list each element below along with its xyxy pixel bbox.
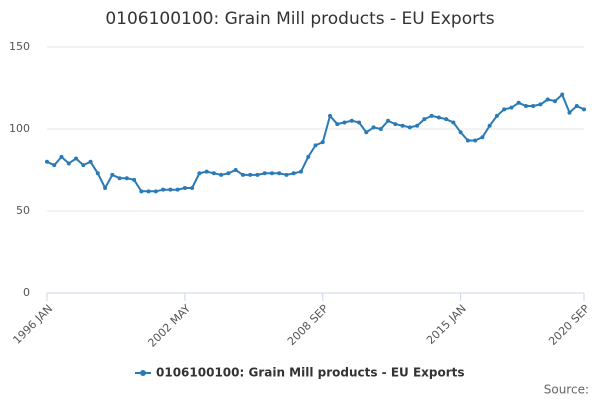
point: [357, 120, 362, 125]
point: [487, 123, 492, 128]
point: [45, 159, 49, 164]
point: [204, 169, 209, 174]
point: [552, 99, 557, 104]
legend-label: 0106100100: Grain Mill products - EU Exp…: [156, 366, 465, 380]
point: [480, 135, 485, 140]
point: [560, 92, 565, 97]
point: [66, 161, 71, 166]
point: [313, 143, 318, 148]
point: [95, 171, 100, 176]
point: [211, 171, 216, 176]
point: [139, 189, 144, 194]
point: [298, 169, 303, 174]
point: [226, 171, 231, 176]
point: [59, 154, 64, 159]
point: [182, 186, 187, 191]
point: [494, 113, 499, 118]
point: [371, 125, 376, 130]
point: [531, 104, 536, 109]
point: [393, 122, 398, 127]
point: [132, 177, 137, 182]
point: [240, 172, 245, 177]
point: [146, 189, 151, 194]
x-tick-label: 2020 SEP: [546, 302, 592, 348]
point: [545, 97, 550, 102]
point: [284, 172, 289, 177]
point: [52, 163, 57, 168]
point: [168, 187, 173, 192]
point: [81, 163, 86, 168]
point: [103, 186, 108, 191]
point: [161, 187, 166, 192]
point: [291, 171, 296, 176]
point: [88, 159, 93, 164]
point: [117, 176, 122, 181]
point: [233, 168, 238, 172]
point: [342, 120, 347, 125]
point: [516, 100, 521, 105]
source: Source:: [544, 383, 589, 397]
point: [190, 186, 195, 191]
point: [502, 107, 507, 112]
x-tick-label: 2015 JAN: [424, 302, 469, 347]
point: [175, 187, 180, 192]
point: [567, 110, 572, 115]
point: [219, 172, 224, 177]
point: [538, 102, 543, 107]
point: [386, 118, 391, 123]
legend-marker: [140, 370, 146, 376]
point: [262, 171, 267, 176]
y-tick-label: 50: [16, 204, 30, 217]
point: [124, 176, 129, 181]
x-tick-label: 2008 SEP: [285, 302, 331, 348]
point: [74, 156, 79, 161]
point: [509, 105, 514, 110]
point: [335, 122, 340, 127]
point: [415, 123, 420, 128]
point: [153, 189, 158, 194]
point: [306, 154, 311, 159]
point: [429, 113, 434, 118]
point: [110, 172, 115, 177]
point: [400, 123, 405, 128]
point: [465, 138, 470, 143]
point: [197, 171, 202, 176]
x-tick-label: 2002 MAY: [145, 302, 193, 350]
point: [248, 172, 253, 177]
point: [269, 171, 274, 176]
chart-title: 0106100100: Grain Mill products - EU Exp…: [105, 9, 494, 29]
point: [523, 104, 528, 109]
point: [444, 117, 449, 122]
x-tick-label: 1996 JAN: [10, 302, 55, 347]
point: [328, 113, 333, 118]
point: [255, 172, 260, 177]
point: [458, 130, 463, 135]
point: [422, 117, 427, 122]
point: [473, 138, 478, 143]
point: [574, 104, 579, 109]
y-tick-label: 100: [9, 122, 30, 135]
point: [277, 171, 282, 176]
point: [320, 140, 325, 145]
point: [436, 115, 441, 120]
y-tick-label: 0: [23, 286, 30, 299]
point: [378, 127, 383, 131]
point: [364, 130, 369, 135]
point: [349, 118, 354, 123]
point: [451, 120, 456, 125]
point: [582, 107, 586, 112]
y-tick-label: 150: [9, 40, 30, 53]
point: [407, 125, 412, 130]
